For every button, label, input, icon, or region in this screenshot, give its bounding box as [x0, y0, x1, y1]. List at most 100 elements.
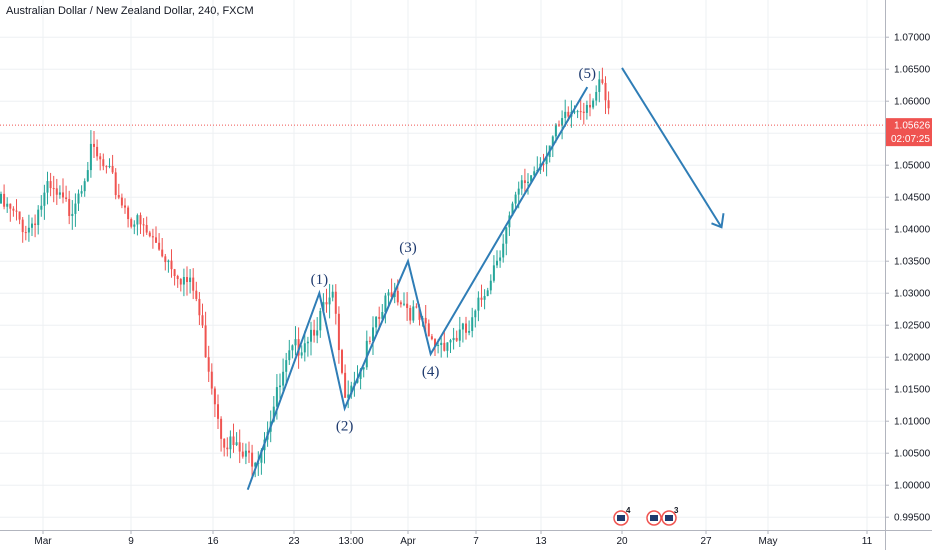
- x-tick-label: Apr: [400, 536, 416, 547]
- y-tick-label: 1.04500: [894, 193, 931, 204]
- candle-body: [34, 223, 37, 226]
- x-tick-label: Mar: [34, 536, 52, 547]
- candle-body: [167, 260, 170, 263]
- y-tick-label: 1.07000: [894, 33, 931, 44]
- candle-body: [251, 452, 254, 467]
- candle-body: [514, 194, 517, 204]
- y-tick-label: 1.03500: [894, 257, 931, 268]
- candle-body: [21, 219, 24, 233]
- candle-body: [477, 297, 480, 311]
- candle-body: [378, 316, 381, 319]
- candle-body: [15, 210, 18, 212]
- candle-body: [474, 310, 477, 318]
- candle-body: [3, 193, 6, 207]
- candle-body: [368, 340, 371, 342]
- wave-label: (4): [422, 364, 440, 380]
- candle-body: [592, 100, 595, 108]
- candle-body: [294, 339, 297, 346]
- projection-arrow-shaft[interactable]: [621, 67, 723, 228]
- candle-body: [542, 163, 545, 165]
- countdown-label: 02:07:25: [891, 134, 930, 145]
- candle-body: [139, 215, 142, 225]
- flag-glyph: [617, 515, 625, 521]
- candle-body: [291, 345, 294, 351]
- candle-body: [359, 369, 362, 379]
- candle-body: [496, 260, 498, 266]
- candle-body: [195, 290, 198, 299]
- y-tick-label: 1.02000: [894, 353, 931, 364]
- x-tick-label: 9: [128, 536, 134, 547]
- candle-body: [480, 297, 483, 300]
- candle-body: [483, 295, 486, 300]
- x-tick-label: 7: [473, 536, 479, 547]
- candles: [0, 67, 610, 478]
- candle-body: [235, 442, 238, 446]
- candle-body: [582, 111, 585, 113]
- candle-body: [9, 203, 12, 209]
- y-tick-label: 1.02500: [894, 321, 931, 332]
- candle-body: [24, 232, 27, 234]
- event-marker[interactable]: 3: [661, 506, 679, 526]
- candle-body: [458, 329, 461, 341]
- candle-body: [471, 317, 474, 331]
- wave-polyline[interactable]: [246, 86, 589, 491]
- candle-body: [254, 462, 257, 467]
- candle-body: [412, 306, 415, 321]
- candle-body: [502, 243, 505, 258]
- candle-body: [68, 198, 71, 216]
- candle-body: [449, 340, 452, 343]
- elliott-wave[interactable]: [246, 67, 725, 491]
- candle-body: [179, 279, 182, 285]
- candle-body: [440, 342, 443, 346]
- candle-body: [418, 307, 421, 320]
- candle-body: [223, 438, 226, 448]
- candle-body: [468, 330, 471, 333]
- y-tick-label: 1.00500: [894, 449, 931, 460]
- candle-body: [372, 327, 374, 342]
- event-marker[interactable]: [646, 510, 662, 526]
- y-tick-label: 0.99500: [894, 513, 931, 524]
- projection-arrow-head[interactable]: [711, 213, 725, 229]
- x-tick-label: 13:00: [338, 536, 363, 547]
- candle-body: [120, 197, 123, 206]
- candle-body: [527, 181, 529, 184]
- candle-body: [554, 124, 557, 137]
- candle-body: [176, 276, 179, 280]
- candle-body: [40, 205, 43, 210]
- event-marker[interactable]: 4: [613, 506, 631, 526]
- candle-body: [334, 291, 337, 314]
- chart-title: Australian Dollar / New Zealand Dollar, …: [6, 5, 254, 17]
- event-count: 3: [674, 506, 679, 515]
- candle-body: [201, 315, 204, 326]
- price-axis-panel: [885, 0, 932, 550]
- candle-body: [158, 242, 161, 250]
- candle-body: [337, 313, 340, 351]
- candle-body: [124, 205, 126, 208]
- x-tick-label: 23: [288, 536, 300, 547]
- x-tick-label: 16: [207, 536, 219, 547]
- x-tick-label: 27: [700, 536, 712, 547]
- candle-body: [282, 371, 285, 386]
- candle-body: [207, 357, 210, 372]
- candle-body: [272, 406, 275, 422]
- candle-body: [217, 404, 219, 419]
- candle-body: [130, 219, 133, 227]
- candle-body: [0, 193, 2, 204]
- candle-body: [403, 303, 405, 305]
- candle-body: [362, 367, 365, 370]
- candle-body: [384, 295, 387, 313]
- candle-body: [589, 104, 591, 108]
- x-tick-label: 20: [616, 536, 628, 547]
- candle-body: [446, 342, 449, 351]
- candle-body: [65, 197, 68, 199]
- candle-body: [164, 256, 167, 263]
- candle-body: [328, 297, 331, 305]
- candle-body: [316, 330, 319, 336]
- x-tick-label: May: [759, 536, 778, 547]
- candle-body: [148, 232, 151, 237]
- candle-body: [365, 340, 368, 368]
- candle-body: [127, 207, 130, 220]
